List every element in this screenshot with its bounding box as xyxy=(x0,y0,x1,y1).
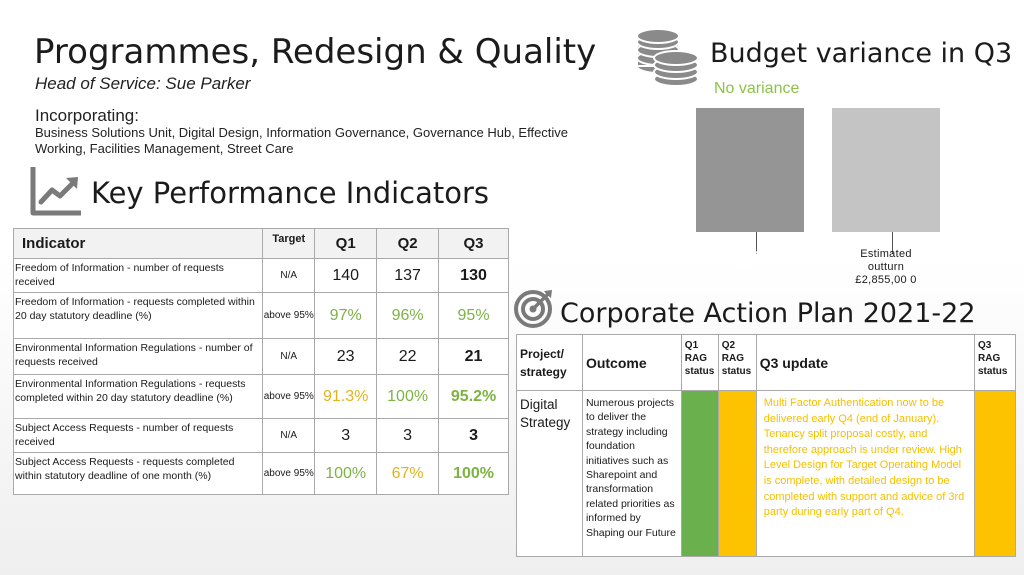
kpi-q1-value: 3 xyxy=(314,418,378,453)
table-row: Freedom of Information - number of reque… xyxy=(12,258,509,293)
kpi-q1-value: 97% xyxy=(314,292,378,339)
kpi-col-target: Target xyxy=(262,228,316,259)
cap-q3-update: Multi Factor Authentication now to be de… xyxy=(755,390,976,557)
kpi-q2-value: 100% xyxy=(376,374,440,419)
cap-col-q2-rag: Q2 RAG status xyxy=(717,334,757,391)
kpi-target: above 95% xyxy=(262,292,316,339)
kpi-target: N/A xyxy=(262,338,316,375)
q1-rag-status xyxy=(680,390,719,557)
coins-icon xyxy=(636,28,699,87)
page-title: Programmes, Redesign & Quality xyxy=(34,32,597,72)
kpi-indicator: Subject Access Requests - requests compl… xyxy=(12,452,264,495)
kpi-indicator: Subject Access Requests - number of requ… xyxy=(12,418,264,453)
kpi-q2-value: 3 xyxy=(376,418,440,453)
bar-label-leader xyxy=(756,232,757,254)
variance-note: No variance xyxy=(714,80,800,97)
cap-table: Project/ strategy Outcome Q1 RAG status … xyxy=(516,334,1016,557)
target-icon xyxy=(514,290,552,328)
budget-bar xyxy=(696,108,804,232)
kpi-q2-value: 96% xyxy=(376,292,440,339)
table-row: Environmental Information Regulations - … xyxy=(12,338,509,375)
kpi-q3-value: 3 xyxy=(438,418,509,453)
budget-title: Budget variance in Q3 xyxy=(710,38,1013,69)
kpi-target: above 95% xyxy=(262,374,316,419)
kpi-indicator: Freedom of Information - number of reque… xyxy=(12,258,264,293)
kpi-table: Indicator Target Q1 Q2 Q3 Freedom of Inf… xyxy=(12,228,509,495)
cap-outcome: Numerous projects to deliver the strateg… xyxy=(581,390,682,557)
kpi-q1-value: 23 xyxy=(314,338,378,375)
cap-heading: Corporate Action Plan 2021-22 xyxy=(560,298,976,329)
kpi-col-q1: Q1 xyxy=(314,228,378,259)
kpi-target: above 95% xyxy=(262,452,316,495)
kpi-q2-value: 137 xyxy=(376,258,440,293)
bar-category-label: Estimated outturn £2,855,00 0 xyxy=(855,248,917,286)
cap-project: Digital Strategy xyxy=(516,390,583,557)
q3-rag-status xyxy=(974,390,1016,557)
kpi-q3-value: 130 xyxy=(438,258,509,293)
budget-chart: Budget £2,855,00 0 Estimated outturn £2,855,… xyxy=(690,100,950,300)
table-row: Subject Access Requests - number of requ… xyxy=(12,418,509,453)
incorporating-label: Incorporating: xyxy=(35,106,139,125)
kpi-col-q2: Q2 xyxy=(376,228,440,259)
kpi-header-row: Indicator Target Q1 Q2 Q3 xyxy=(12,228,509,259)
bar-category-label: Budget £2,855,00 0 xyxy=(719,248,781,273)
kpi-q2-value: 67% xyxy=(376,452,440,495)
cap-col-outcome: Outcome xyxy=(581,334,682,391)
kpi-q3-value: 21 xyxy=(438,338,509,375)
kpi-target: N/A xyxy=(262,418,316,453)
cap-col-q1-rag: Q1 RAG status xyxy=(680,334,719,391)
kpi-q3-value: 100% xyxy=(438,452,509,495)
table-row: Subject Access Requests - requests compl… xyxy=(12,452,509,495)
kpi-col-q3: Q3 xyxy=(438,228,509,259)
kpi-q1-value: 100% xyxy=(314,452,378,495)
kpi-q1-value: 91.3% xyxy=(314,374,378,419)
kpi-target: N/A xyxy=(262,258,316,293)
cap-col-q3-update: Q3 update xyxy=(755,334,976,391)
kpi-indicator: Freedom of Information - requests comple… xyxy=(12,292,264,339)
cap-header-row: Project/ strategy Outcome Q1 RAG status … xyxy=(516,334,1016,391)
bar-label-leader xyxy=(892,232,893,254)
kpi-q3-value: 95.2% xyxy=(438,374,509,419)
cap-col-project: Project/ strategy xyxy=(516,334,583,391)
budget-bar xyxy=(832,108,940,232)
q2-rag-status xyxy=(717,390,757,557)
kpi-indicator: Environmental Information Regulations - … xyxy=(12,338,264,375)
kpi-col-indicator: Indicator xyxy=(12,228,264,259)
incorporating-text: Business Solutions Unit, Digital Design,… xyxy=(35,125,569,156)
cap-col-q3-rag: Q3 RAG status xyxy=(974,334,1016,391)
table-row: Environmental Information Regulations - … xyxy=(12,374,509,419)
kpi-indicator: Environmental Information Regulations - … xyxy=(12,374,264,419)
kpi-q1-value: 140 xyxy=(314,258,378,293)
line-chart-icon xyxy=(30,167,81,216)
head-of-service: Head of Service: Sue Parker xyxy=(35,74,251,93)
kpi-q3-value: 95% xyxy=(438,292,509,339)
kpi-heading: Key Performance Indicators xyxy=(91,176,490,210)
kpi-q2-value: 22 xyxy=(376,338,440,375)
table-row: Freedom of Information - requests comple… xyxy=(12,292,509,339)
table-row: Digital Strategy Numerous projects to de… xyxy=(516,390,1016,557)
